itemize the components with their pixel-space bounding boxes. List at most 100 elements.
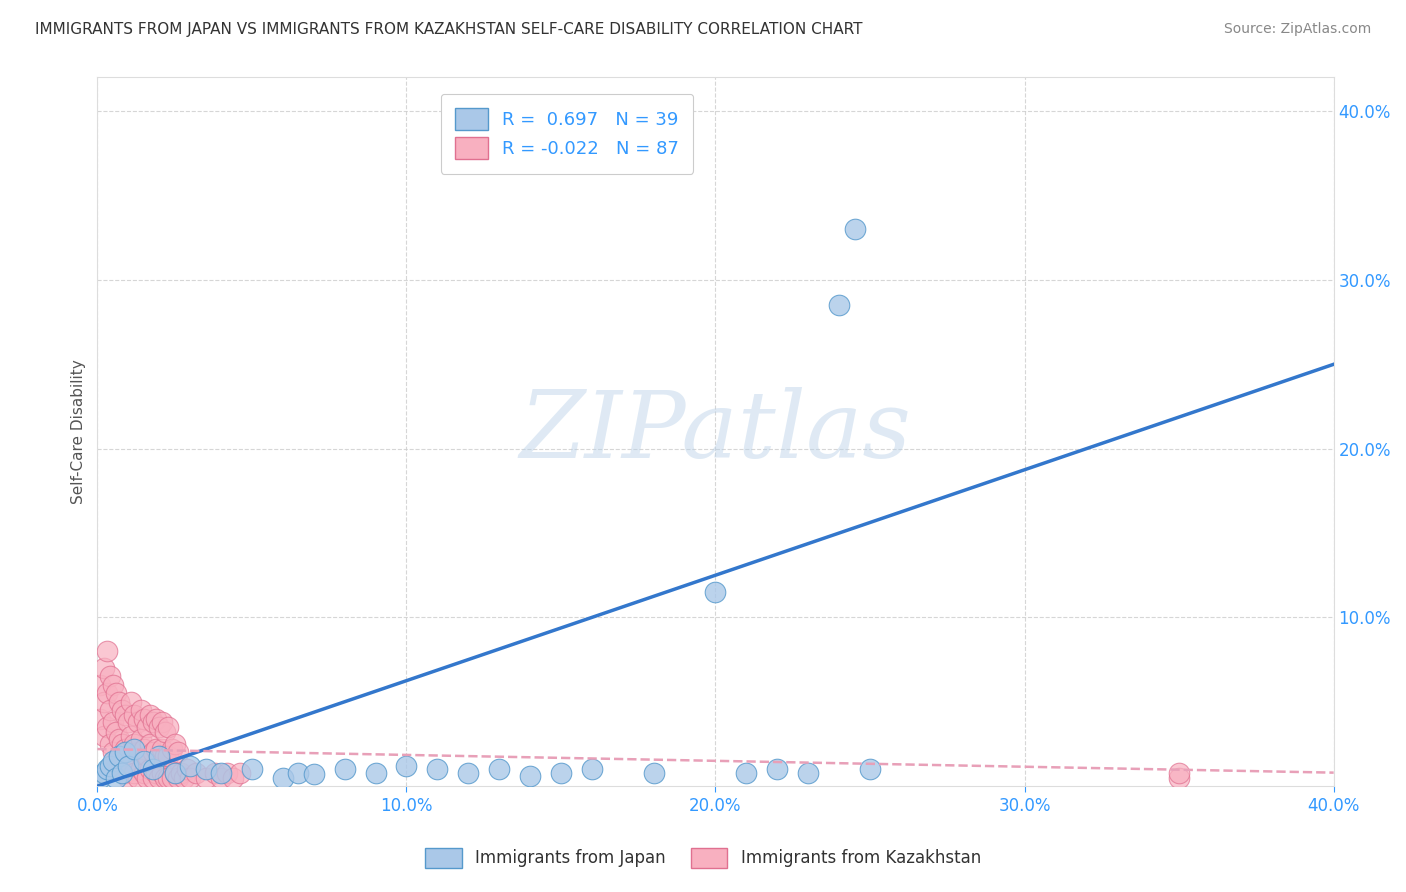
Point: [163, 765, 186, 780]
Point: [859, 762, 882, 776]
Point: [114, 708, 136, 723]
Point: [101, 714, 124, 729]
Point: [148, 771, 170, 785]
Point: [150, 765, 173, 780]
Point: [228, 765, 250, 780]
Point: [127, 771, 149, 785]
Point: [101, 754, 124, 768]
Point: [519, 769, 541, 783]
Text: ZIPatlas: ZIPatlas: [520, 387, 911, 477]
Point: [457, 765, 479, 780]
Point: [104, 686, 127, 700]
Point: [179, 771, 201, 785]
Point: [844, 222, 866, 236]
Point: [148, 748, 170, 763]
Point: [1168, 771, 1191, 785]
Point: [117, 714, 139, 729]
Point: [173, 771, 195, 785]
Point: [124, 765, 146, 780]
Point: [142, 771, 165, 785]
Point: [89, 678, 111, 692]
Point: [160, 771, 183, 785]
Point: [98, 703, 121, 717]
Point: [170, 765, 193, 780]
Y-axis label: Self-Care Disability: Self-Care Disability: [72, 359, 86, 504]
Point: [101, 745, 124, 759]
Point: [108, 731, 131, 746]
Point: [142, 762, 165, 776]
Point: [132, 712, 155, 726]
Point: [111, 703, 134, 717]
Point: [93, 765, 115, 780]
Point: [828, 298, 851, 312]
Point: [108, 759, 131, 773]
Point: [129, 703, 152, 717]
Point: [488, 762, 510, 776]
Point: [364, 765, 387, 780]
Point: [98, 737, 121, 751]
Point: [217, 765, 239, 780]
Point: [124, 708, 146, 723]
Point: [155, 725, 177, 739]
Point: [1168, 765, 1191, 780]
Point: [129, 762, 152, 776]
Point: [93, 661, 115, 675]
Point: [550, 765, 572, 780]
Point: [104, 754, 127, 768]
Point: [204, 765, 226, 780]
Point: [98, 669, 121, 683]
Text: IMMIGRANTS FROM JAPAN VS IMMIGRANTS FROM KAZAKHSTAN SELF-CARE DISABILITY CORRELA: IMMIGRANTS FROM JAPAN VS IMMIGRANTS FROM…: [35, 22, 863, 37]
Point: [395, 759, 418, 773]
Point: [111, 737, 134, 751]
Point: [163, 765, 186, 780]
Point: [271, 771, 294, 785]
Point: [142, 714, 165, 729]
Point: [194, 771, 217, 785]
Point: [124, 737, 146, 751]
Point: [163, 737, 186, 751]
Point: [129, 731, 152, 746]
Point: [209, 765, 232, 780]
Point: [111, 762, 134, 776]
Point: [157, 771, 180, 785]
Point: [145, 765, 167, 780]
Point: [333, 762, 356, 776]
Point: [117, 759, 139, 773]
Text: Source: ZipAtlas.com: Source: ZipAtlas.com: [1223, 22, 1371, 37]
Point: [93, 729, 115, 743]
Point: [114, 765, 136, 780]
Point: [766, 762, 789, 776]
Point: [120, 729, 142, 743]
Point: [797, 765, 820, 780]
Point: [139, 708, 162, 723]
Point: [735, 765, 758, 780]
Point: [240, 762, 263, 776]
Point: [157, 720, 180, 734]
Point: [643, 765, 665, 780]
Point: [117, 748, 139, 763]
Point: [139, 737, 162, 751]
Point: [581, 762, 603, 776]
Point: [135, 771, 157, 785]
Point: [127, 714, 149, 729]
Point: [160, 742, 183, 756]
Point: [132, 765, 155, 780]
Point: [426, 762, 449, 776]
Point: [186, 765, 208, 780]
Point: [104, 771, 127, 785]
Point: [89, 771, 111, 785]
Point: [89, 712, 111, 726]
Point: [222, 771, 245, 785]
Legend: R =  0.697   N = 39, R = -0.022   N = 87: R = 0.697 N = 39, R = -0.022 N = 87: [441, 94, 693, 174]
Point: [142, 745, 165, 759]
Point: [114, 745, 136, 759]
Point: [135, 748, 157, 763]
Point: [148, 748, 170, 763]
Legend: Immigrants from Japan, Immigrants from Kazakhstan: Immigrants from Japan, Immigrants from K…: [419, 841, 987, 875]
Point: [166, 745, 188, 759]
Point: [148, 720, 170, 734]
Point: [150, 714, 173, 729]
Point: [704, 585, 727, 599]
Point: [302, 767, 325, 781]
Point: [124, 742, 146, 756]
